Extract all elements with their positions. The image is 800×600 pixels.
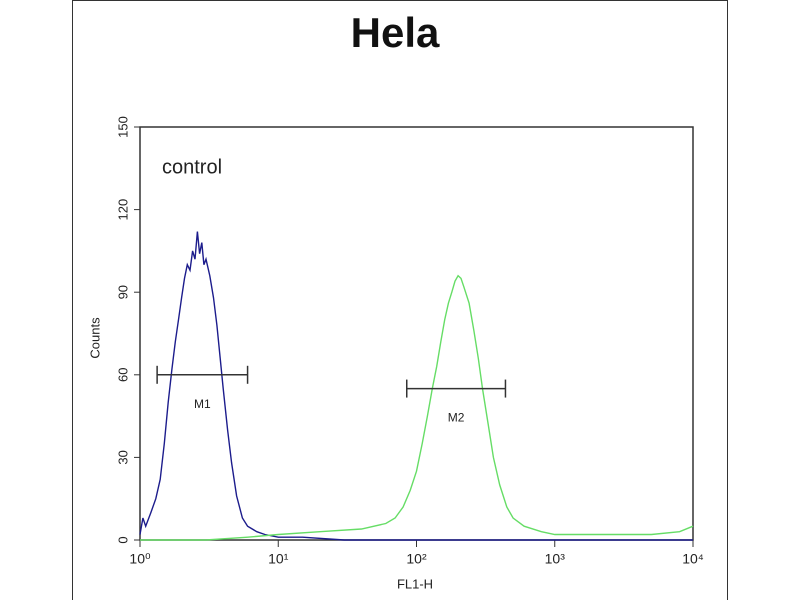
plot-area: [139, 126, 694, 541]
y-tick-label: 0: [115, 536, 130, 543]
annotation: control: [162, 156, 222, 178]
histogram-line: [140, 274, 694, 541]
y-tick-label: 60: [115, 368, 130, 382]
x-tick-label: 10¹: [268, 551, 289, 567]
x-tick-label: 10³: [545, 551, 566, 567]
x-tick-label: 10⁴: [682, 551, 704, 567]
marker-label: M1: [194, 397, 211, 411]
marker-label: M2: [448, 411, 465, 425]
chart-title: Hela: [351, 9, 440, 56]
y-tick-label: 30: [115, 450, 130, 464]
x-tick-label: 10²: [406, 551, 427, 567]
y-tick-label: 90: [115, 285, 130, 299]
y-tick-label: 150: [115, 116, 130, 138]
y-tick-label: 120: [115, 199, 130, 221]
histogram-line: [139, 231, 693, 541]
x-axis-label: FL1-H: [397, 576, 433, 591]
y-axis-label: Counts: [87, 317, 102, 359]
frame: [72, 0, 728, 600]
x-tick-label: 10⁰: [129, 551, 151, 567]
